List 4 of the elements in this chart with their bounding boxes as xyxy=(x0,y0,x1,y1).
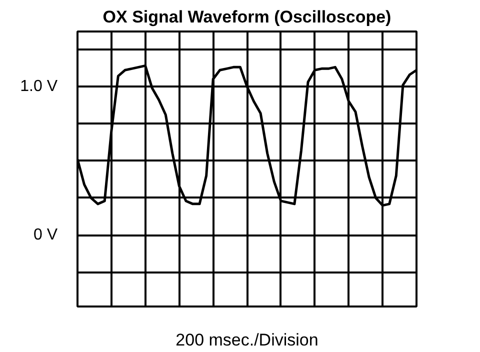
chart-title: OX Signal Waveform (Oscilloscope) xyxy=(102,8,392,26)
x-axis-title: 200 msec./Division xyxy=(176,330,318,350)
y-tick-label: 1.0 V xyxy=(20,78,58,95)
y-tick-label: 0 V xyxy=(33,226,58,244)
